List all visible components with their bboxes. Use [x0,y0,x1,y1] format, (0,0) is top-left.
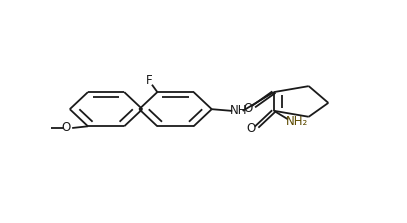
Text: O: O [61,122,70,134]
Text: F: F [146,74,153,87]
Text: NH: NH [230,104,247,117]
Text: O: O [246,122,256,135]
Text: O: O [243,101,252,115]
Text: NH₂: NH₂ [286,115,308,128]
